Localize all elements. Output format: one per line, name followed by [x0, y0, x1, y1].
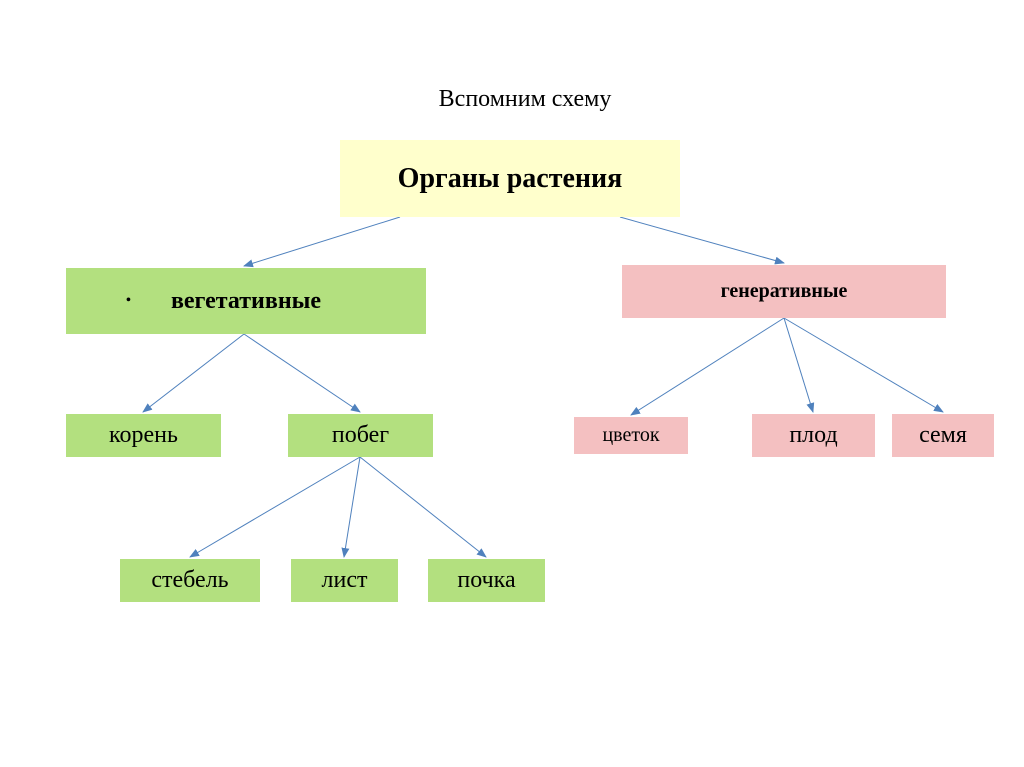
edge-arrow	[631, 318, 784, 415]
node-leaf: лист	[291, 559, 398, 602]
edge-arrow	[244, 217, 400, 266]
node-bud: почка	[428, 559, 545, 602]
edge-arrow	[344, 457, 360, 557]
node-root-organ-label: корень	[109, 422, 178, 449]
node-stem-label: стебель	[151, 567, 228, 594]
node-flower: цветок	[574, 417, 688, 454]
node-vegetative-label: вегетативные	[171, 288, 321, 315]
node-root: Органы растения	[340, 140, 680, 217]
node-bud-label: почка	[457, 567, 515, 594]
node-fruit: плод	[752, 414, 875, 457]
node-root-label: Органы растения	[398, 163, 623, 195]
node-leaf-label: лист	[322, 567, 368, 594]
node-shoot: побег	[288, 414, 433, 457]
node-stem: стебель	[120, 559, 260, 602]
node-generative: генеративные	[622, 265, 946, 318]
edge-arrow	[360, 457, 486, 557]
node-fruit-label: плод	[789, 422, 837, 449]
edge-arrow	[244, 334, 360, 412]
diagram-title: Вспомним схему	[390, 84, 660, 114]
edge-arrow	[784, 318, 813, 412]
node-shoot-label: побег	[332, 422, 389, 449]
edge-arrow	[620, 217, 784, 263]
node-seed-label: семя	[919, 422, 967, 449]
diagram-title-text: Вспомним схему	[439, 86, 612, 113]
edge-arrow	[143, 334, 244, 412]
edge-arrow	[190, 457, 360, 557]
arrow-layer	[0, 0, 1024, 767]
node-vegetative: • вегетативные	[66, 268, 426, 334]
edge-arrow	[784, 318, 943, 412]
node-root-organ: корень	[66, 414, 221, 457]
node-seed: семя	[892, 414, 994, 457]
node-flower-label: цветок	[602, 424, 659, 447]
node-generative-label: генеративные	[721, 280, 848, 303]
bullet-icon: •	[126, 293, 131, 309]
